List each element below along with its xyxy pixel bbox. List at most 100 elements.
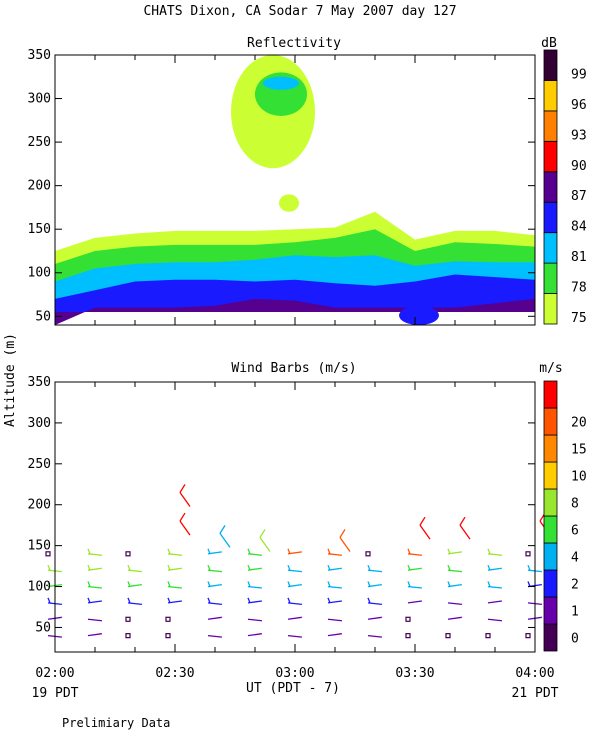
wind-barb-9-2 [407, 600, 422, 604]
barb-shaft [207, 616, 222, 620]
refl-ytick-label: 350 [28, 48, 51, 63]
wind-barb-4-4 [207, 564, 222, 573]
wind-colorbar-label: 0 [571, 632, 579, 647]
barb-flag [487, 581, 491, 587]
patch-84-db-4 [399, 305, 439, 325]
barb-flag [447, 581, 451, 587]
wind-ytick-label: 300 [28, 416, 51, 431]
wind-barb-8-1 [367, 616, 382, 620]
barb-flag [287, 597, 291, 604]
wind-barb-6-2 [287, 597, 302, 606]
barb-shaft [287, 616, 302, 620]
wind-ytick-label: 200 [28, 498, 51, 513]
barb-flag [47, 597, 51, 604]
barb-flag [367, 581, 371, 587]
wind-barb-10-0-calm [445, 633, 451, 639]
barb-shaft [167, 585, 182, 589]
barb-shaft [207, 602, 222, 606]
wind-barb-6-3 [287, 581, 302, 588]
barb-flag [127, 564, 131, 571]
y-axis-label: Altitude (m) [3, 333, 18, 427]
refl-ytick-label: 200 [28, 179, 51, 194]
reflectivity-colorbar-unit: dB [541, 36, 557, 51]
refl-ytick-label: 150 [28, 222, 51, 237]
wind-barb-1-1 [87, 618, 102, 622]
wind-barb-12-5-calm [525, 551, 531, 557]
refl-ytick-label: 250 [28, 135, 51, 150]
barb-shaft [219, 532, 231, 548]
reflectivity-colorbar: 75 78 81 84 87 90 93 96 99 [543, 49, 587, 326]
wind-colorbar-label: 20 [571, 416, 587, 431]
contour-87-db [55, 298, 535, 325]
wind-colorbar-unit: m/s [539, 361, 562, 376]
refl-colorbar-swatch-99 [543, 49, 558, 81]
barb-flag [447, 548, 451, 555]
wind-barb-1-2 [87, 597, 102, 604]
refl-colorbar-label: 99 [571, 67, 587, 82]
wind-xtick-sublabel: 21 PDT [512, 686, 559, 701]
refl-colorbar-swatch-75 [543, 293, 558, 325]
wind-barb-4-3 [207, 581, 222, 588]
barb-shaft [179, 520, 191, 536]
wind-colorbar-swatch-4 [543, 515, 558, 544]
wind-barb-11-2 [487, 600, 502, 604]
barb-flag [487, 548, 491, 555]
barb-flag [459, 516, 466, 526]
barb-flag [419, 516, 426, 526]
wind-barb-upper-5 [419, 516, 431, 540]
barb-flag [247, 548, 251, 555]
barb-flag [167, 548, 171, 555]
barb-flag [447, 564, 451, 571]
barb-flag [207, 581, 211, 587]
wind-barb-7-2 [327, 597, 342, 604]
barb-flag [247, 564, 251, 571]
wind-barb-9-0-calm [405, 633, 411, 639]
wind-barb-5-1 [247, 618, 262, 622]
barb-shaft [87, 618, 102, 622]
wind-barb-9-3 [407, 581, 422, 589]
barb-shaft [487, 618, 502, 622]
wind-ytick-label: 50 [35, 620, 51, 635]
wind-barbs-title: Wind Barbs (m/s) [231, 361, 356, 376]
wind-barb-4-1 [207, 616, 222, 620]
barb-shaft [447, 616, 462, 620]
barb-flag [87, 597, 91, 604]
footer-note: Prelimiary Data [62, 716, 170, 730]
wind-barb-5-5 [247, 548, 262, 556]
wind-barb-2-1-calm [125, 616, 131, 622]
wind-colorbar-label: 4 [571, 551, 579, 566]
wind-ytick-label: 350 [28, 375, 51, 390]
refl-colorbar-swatch-90 [543, 140, 558, 173]
barb-shaft [287, 569, 302, 573]
refl-colorbar-swatch-93 [543, 110, 558, 142]
refl-colorbar-label: 78 [571, 281, 587, 296]
wind-colorbar-swatch-0 [543, 623, 558, 652]
refl-colorbar-swatch-87 [543, 171, 558, 203]
wind-colorbar-swatch-2 [543, 569, 558, 598]
wind-barb-4-2 [207, 597, 222, 606]
barb-shaft [367, 634, 382, 638]
barb-shaft [327, 633, 342, 637]
barb-shaft [127, 602, 142, 606]
wind-barb-9-4 [407, 564, 422, 571]
barb-flag [207, 548, 211, 555]
barb-flag [179, 484, 186, 493]
barb-shaft [367, 569, 382, 573]
wind-barb-3-1-calm [165, 616, 171, 622]
wind-barb-6-4 [287, 564, 302, 573]
barb-flag [247, 581, 251, 587]
barb-flag [339, 529, 346, 538]
barb-flag [287, 564, 291, 571]
wind-xtick-sublabel: 19 PDT [32, 686, 79, 701]
wind-barb-11-4 [487, 564, 502, 571]
wind-barb-3-3 [167, 581, 182, 589]
wind-xtick-label: 03:30 [395, 666, 434, 681]
wind-barb-9-5 [407, 548, 422, 556]
refl-colorbar-swatch-81 [543, 232, 558, 264]
wind-colorbar: 0 1 2 4 6 8 10 15 20 [543, 380, 587, 652]
wind-barb-1-5 [87, 548, 102, 556]
barb-shaft [247, 553, 262, 556]
barb-flag [167, 597, 171, 604]
wind-barb-7-0 [327, 633, 342, 637]
wind-barb-10-1 [447, 616, 462, 620]
